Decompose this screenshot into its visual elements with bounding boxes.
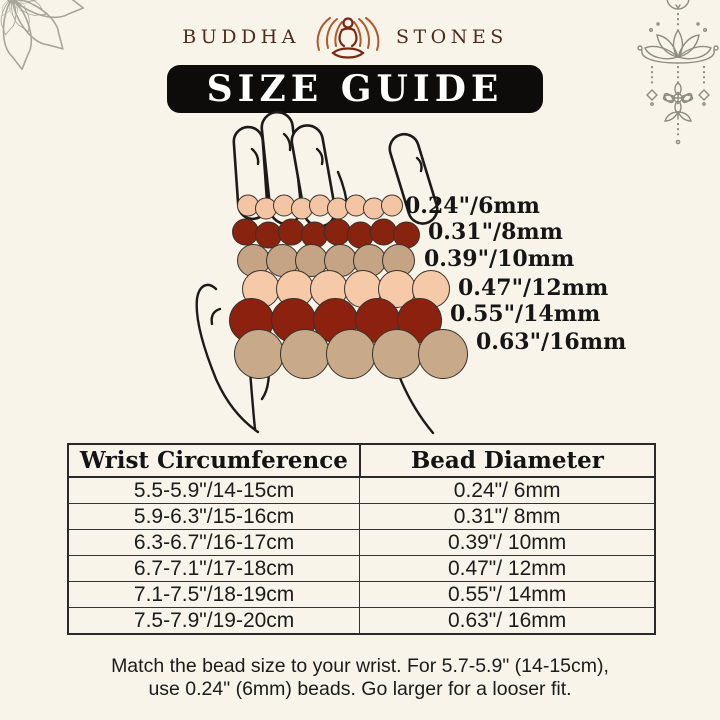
hanging-lotus-ornament bbox=[637, 0, 719, 145]
size-guide-banner: SIZE GUIDE bbox=[167, 65, 543, 113]
footer-note: Match the bead size to your wrist. For 5… bbox=[0, 655, 720, 701]
table-cell: 0.31"/ 8mm bbox=[359, 503, 656, 530]
bead-size-label: 0.55"/14mm bbox=[450, 301, 601, 327]
brand-header: BUDDHA STONES bbox=[0, 8, 690, 66]
lotus-meditation-icon bbox=[316, 17, 380, 59]
table-cell: 7.5-7.9"/19-20cm bbox=[67, 607, 361, 635]
column-header: Bead Diameter bbox=[358, 443, 657, 478]
bracelet-strand-6 bbox=[234, 329, 468, 379]
table-row: 7.5-7.9"/19-20cm 0.63"/ 16mm bbox=[67, 607, 656, 635]
size-guide-title: SIZE GUIDE bbox=[206, 68, 504, 110]
mandala-ornament bbox=[0, 0, 85, 71]
bead-size-label: 0.39"/10mm bbox=[424, 246, 575, 272]
bead-size-label: 0.47"/12mm bbox=[458, 275, 609, 301]
table-row: 6.3-6.7"/16-17cm 0.39"/ 10mm bbox=[67, 529, 656, 556]
footer-note-line2: use 0.24" (6mm) beads. Go larger for a l… bbox=[148, 678, 572, 700]
table-row: 5.9-6.3"/15-16cm 0.31"/ 8mm bbox=[67, 503, 656, 530]
size-table-head: Wrist Circumference Bead Diameter bbox=[67, 443, 657, 478]
footer-note-line1: Match the bead size to your wrist. For 5… bbox=[111, 655, 609, 677]
table-cell: 0.63"/ 16mm bbox=[359, 607, 656, 635]
bead-size-label: 0.31"/8mm bbox=[428, 219, 563, 245]
table-cell: 5.5-5.9"/14-15cm bbox=[67, 476, 361, 504]
table-cell: 6.7-7.1"/17-18cm bbox=[67, 555, 361, 582]
table-cell: 0.47"/ 12mm bbox=[359, 555, 656, 582]
size-table: Wrist Circumference Bead Diameter 5.5-5.9… bbox=[67, 443, 657, 635]
bead bbox=[280, 329, 330, 379]
bracelet-strand-5 bbox=[229, 297, 442, 343]
column-header: Wrist Circumference bbox=[67, 443, 361, 478]
brand-word-stones: STONES bbox=[395, 26, 508, 48]
bead bbox=[370, 218, 397, 245]
bracelet-strand-2 bbox=[232, 218, 420, 248]
table-row: 5.5-5.9"/14-15cm 0.24"/ 6mm bbox=[67, 476, 656, 504]
bead bbox=[232, 218, 259, 245]
bead bbox=[372, 329, 422, 379]
bead bbox=[326, 329, 376, 379]
table-cell: 5.9-6.3"/15-16cm bbox=[67, 503, 361, 530]
table-header-row: Wrist Circumference Bead Diameter bbox=[67, 443, 657, 478]
table-cell: 6.3-6.7"/16-17cm bbox=[67, 529, 361, 556]
table-cell: 7.1-7.5"/18-19cm bbox=[67, 581, 361, 608]
bead-size-label: 0.63"/16mm bbox=[476, 329, 627, 355]
size-table-body: 5.5-5.9"/14-15cm 0.24"/ 6mm 5.9-6.3"/15-16… bbox=[67, 476, 656, 635]
bead-size-label: 0.24"/6mm bbox=[405, 193, 540, 219]
bead bbox=[418, 329, 468, 379]
bead bbox=[234, 329, 284, 379]
table-row: 7.1-7.5"/18-19cm 0.55"/ 14mm bbox=[67, 581, 656, 608]
brand-word-buddha: BUDDHA bbox=[182, 26, 300, 48]
bracelet-strand-1 bbox=[237, 194, 403, 220]
table-cell: 0.39"/ 10mm bbox=[359, 529, 656, 556]
table-row: 6.7-7.1"/17-18cm 0.47"/ 12mm bbox=[67, 555, 656, 582]
bead bbox=[381, 194, 403, 217]
table-cell: 0.55"/ 14mm bbox=[359, 581, 656, 608]
table-cell: 0.24"/ 6mm bbox=[359, 476, 656, 504]
